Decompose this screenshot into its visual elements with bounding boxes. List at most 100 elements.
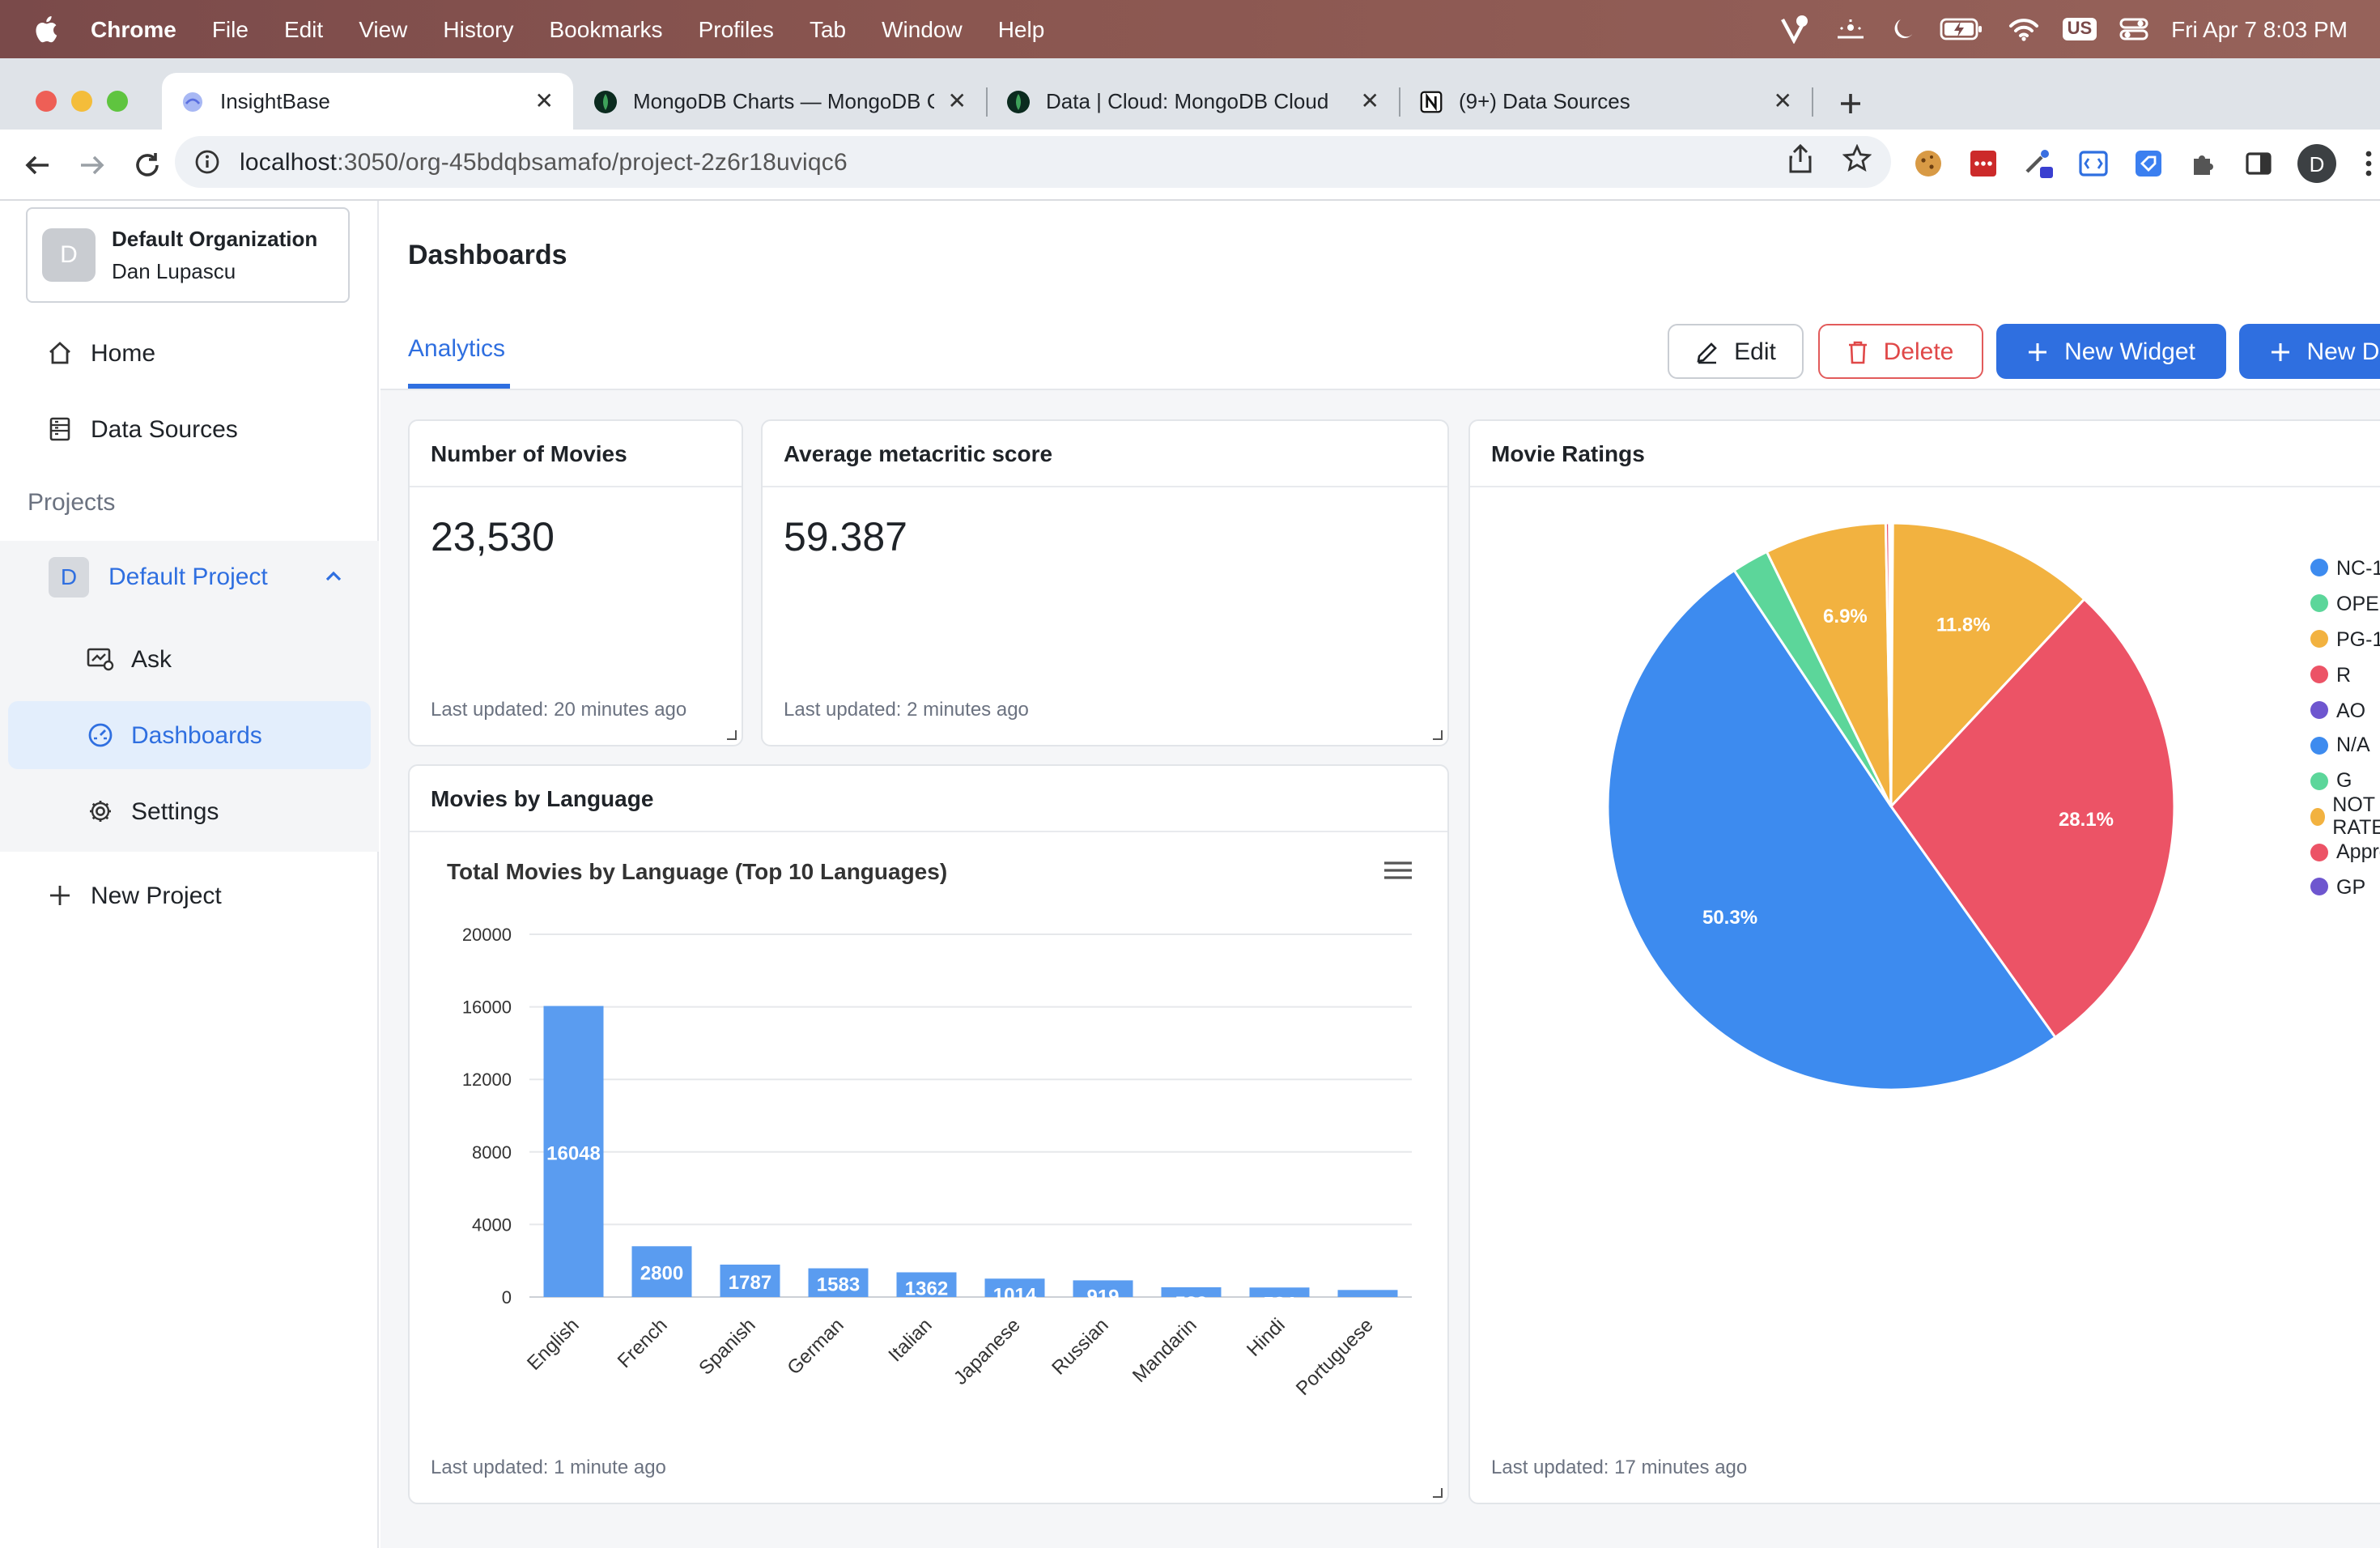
control-center-icon[interactable] (2119, 16, 2148, 42)
close-tab-icon[interactable]: ✕ (1360, 87, 1379, 113)
resize-handle-icon[interactable] (727, 730, 737, 740)
chrome-menu-icon[interactable] (2352, 147, 2380, 180)
eyedropper-extension-icon[interactable] (2022, 147, 2055, 180)
delete-button[interactable]: Delete (1818, 324, 1983, 379)
sidebar-item-home[interactable]: Home (0, 321, 379, 385)
tab-insightbase[interactable]: InsightBase ✕ (162, 73, 573, 130)
close-tab-icon[interactable]: ✕ (947, 87, 967, 113)
tab-analytics[interactable]: Analytics (408, 335, 506, 363)
legend-item[interactable]: AO (2310, 692, 2380, 728)
tag-extension-icon[interactable] (2132, 147, 2165, 180)
edit-button[interactable]: Edit (1668, 324, 1804, 379)
legend-item[interactable]: R (2310, 657, 2380, 692)
devtools-extension-icon[interactable] (2077, 147, 2110, 180)
pencil-icon (1695, 339, 1719, 364)
legend-item[interactable]: NOT RATED (2310, 793, 2380, 839)
legend-item[interactable]: G (2310, 763, 2380, 799)
menu-tab[interactable]: Tab (809, 16, 847, 42)
night-shift-icon[interactable] (1833, 18, 1868, 40)
x-tick-label: Portuguese (1292, 1314, 1378, 1400)
menu-window[interactable]: Window (882, 16, 963, 42)
password-extension-icon[interactable] (1967, 147, 2000, 180)
new-dashboard-button[interactable]: New Dashboard (2239, 324, 2380, 379)
menu-file[interactable]: File (211, 16, 249, 42)
sidebar-item-settings[interactable]: Settings (0, 779, 379, 844)
chevron-up-icon[interactable] (324, 567, 343, 586)
side-panel-icon[interactable] (2242, 147, 2275, 180)
extensions-puzzle-icon[interactable] (2187, 147, 2220, 180)
menu-view[interactable]: View (359, 16, 408, 42)
hamburger-menu-icon[interactable] (1384, 861, 1412, 879)
menu-edit[interactable]: Edit (283, 16, 324, 42)
menu-profiles[interactable]: Profiles (698, 16, 774, 42)
vpn-icon[interactable] (1778, 15, 1810, 44)
legend-item[interactable]: GP (2310, 870, 2380, 905)
back-arrow-icon[interactable] (15, 142, 60, 188)
input-source-badge[interactable]: US (2062, 18, 2097, 40)
pie-slice (1888, 521, 1893, 807)
resize-handle-icon[interactable] (1433, 730, 1443, 740)
close-tab-icon[interactable]: ✕ (534, 87, 554, 113)
tab-mongodb-charts[interactable]: MongoDB Charts — MongoDB C ✕ (575, 73, 986, 130)
sidebar-item-data-sources[interactable]: Data Sources (0, 397, 379, 461)
legend-item[interactable]: Approved (2310, 834, 2380, 870)
trash-icon (1848, 339, 1869, 364)
menu-bookmarks[interactable]: Bookmarks (549, 16, 663, 42)
cookie-extension-icon[interactable] (1912, 147, 1944, 180)
legend-swatch (2310, 772, 2328, 790)
bar (984, 1278, 1045, 1297)
battery-icon[interactable] (1940, 18, 1985, 40)
bar-data-label: 524 (1263, 1293, 1296, 1315)
widget-number-of-movies[interactable]: Number of Movies 23,530 Last updated: 20… (408, 419, 743, 746)
widget-updated: Last updated: 2 minutes ago (784, 698, 1029, 721)
new-widget-label: New Widget (2064, 338, 2195, 365)
new-dashboard-label: New Dashboard (2306, 338, 2380, 365)
y-tick-label: 4000 (472, 1214, 512, 1235)
menu-help[interactable]: Help (997, 16, 1045, 42)
widget-updated: Last updated: 17 minutes ago (1491, 1456, 1748, 1478)
close-tab-icon[interactable]: ✕ (1773, 87, 1792, 113)
widget-title: Movies by Language (410, 766, 1447, 832)
wifi-icon[interactable] (2008, 16, 2040, 42)
new-tab-plus-icon[interactable] (1831, 84, 1870, 123)
widget-average-metacritic[interactable]: Average metacritic score 59.387 Last upd… (761, 419, 1449, 746)
sidebar-item-ask[interactable]: Ask (0, 627, 379, 691)
close-window-button[interactable] (36, 91, 57, 112)
bar (1161, 1286, 1222, 1297)
minimize-window-button[interactable] (71, 91, 92, 112)
legend-item[interactable]: NC-17 (2310, 551, 2380, 586)
legend-swatch (2310, 736, 2328, 755)
bookmark-star-icon[interactable] (1842, 143, 1872, 180)
legend-item[interactable]: N/A (2310, 728, 2380, 763)
pie-slice (1606, 568, 2057, 1091)
tab-notion-data-sources[interactable]: (9+) Data Sources ✕ (1400, 73, 1812, 130)
do-not-disturb-moon-icon[interactable] (1891, 16, 1917, 42)
new-widget-button[interactable]: New Widget (1996, 324, 2226, 379)
forward-arrow-icon[interactable] (70, 142, 115, 188)
org-switcher[interactable]: D Default Organization Dan Lupascu (26, 207, 350, 303)
address-bar[interactable]: localhost:3050/org-45bdqbsamafo/project-… (175, 136, 1891, 188)
reload-icon[interactable] (125, 142, 170, 188)
legend-item[interactable]: OPEN (2310, 586, 2380, 622)
legend-label: NOT RATED (2332, 793, 2380, 840)
sidebar-item-dashboards[interactable]: Dashboards (0, 703, 379, 768)
tab-mongodb-cloud[interactable]: Data | Cloud: MongoDB Cloud ✕ (988, 73, 1399, 130)
project-default[interactable]: D Default Project (0, 544, 379, 609)
x-tick-label: French (614, 1314, 672, 1372)
selected-highlight (8, 701, 371, 769)
dashboard-header: Dashboards Analytics Edit Delete New Wid… (380, 201, 2380, 390)
site-info-icon[interactable] (194, 149, 220, 175)
profile-avatar[interactable]: D (2297, 144, 2336, 183)
resize-handle-icon[interactable] (1433, 1488, 1443, 1498)
apple-icon[interactable] (32, 15, 62, 44)
menu-app-chrome[interactable]: Chrome (91, 16, 176, 42)
menubar-clock[interactable]: Fri Apr 7 8:03 PM (2171, 16, 2348, 42)
x-tick-label: Japanese (950, 1314, 1025, 1389)
share-icon[interactable] (1787, 143, 1813, 180)
zoom-window-button[interactable] (107, 91, 128, 112)
legend-item[interactable]: PG-13 (2310, 622, 2380, 657)
pie-slice-label: 50.3% (1702, 907, 1757, 929)
new-project-button[interactable]: New Project (0, 863, 379, 928)
menu-history[interactable]: History (443, 16, 514, 42)
chart-title: Total Movies by Language (Top 10 Languag… (447, 859, 947, 884)
